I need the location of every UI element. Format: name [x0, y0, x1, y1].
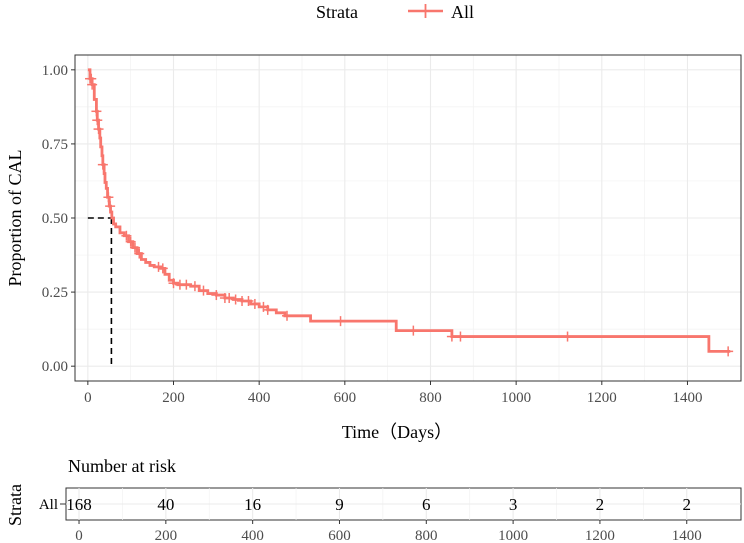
- y-tick-label: 0.25: [42, 285, 68, 301]
- censor-mark: [243, 295, 254, 306]
- censor-mark: [93, 124, 104, 135]
- censor-mark: [198, 285, 209, 296]
- x-axis-title: Time（Days）: [342, 422, 452, 442]
- censor-mark: [105, 201, 116, 212]
- censor-mark: [121, 230, 132, 241]
- censor-mark: [153, 261, 164, 272]
- risk-count: 16: [244, 495, 261, 514]
- censor-mark: [282, 310, 293, 321]
- risk-table-grid: [66, 488, 741, 520]
- censor-mark: [224, 293, 235, 304]
- y-tick-label: 0.50: [42, 211, 68, 227]
- censor-mark: [723, 346, 734, 357]
- risk-count: 2: [596, 495, 605, 514]
- risk-x-tick-label: 0: [75, 528, 83, 543]
- grid-major: [75, 55, 741, 381]
- censor-mark: [103, 192, 114, 203]
- risk-counts: 168 40 16 9 6 3 2 2: [66, 495, 691, 514]
- x-tick-label: 800: [419, 390, 442, 406]
- y-tick-label: 1.00: [42, 63, 68, 79]
- risk-x-tick-label: 400: [241, 528, 264, 543]
- x-tick-label: 1400: [672, 390, 702, 406]
- censor-mark: [181, 279, 192, 290]
- risk-x-tick-label: 1000: [498, 528, 528, 543]
- risk-table-x-axis: 0 200 400 600 800 1000 1200 1400: [75, 520, 702, 543]
- y-tick-label: 0.75: [42, 137, 68, 153]
- censor-mark: [455, 331, 466, 342]
- x-tick-label: 1000: [501, 390, 531, 406]
- censor-mark: [134, 248, 145, 259]
- risk-table: Number at risk 168 40 16 9 6 3 2 2 All 0 200 400 6…: [5, 456, 742, 543]
- risk-count: 9: [335, 495, 344, 514]
- risk-count: 6: [422, 495, 431, 514]
- censor-mark: [125, 236, 136, 247]
- censor-mark: [92, 115, 103, 126]
- censor-mark: [91, 106, 102, 117]
- risk-strata-axis-title: Strata: [5, 484, 25, 526]
- censor-mark: [189, 281, 200, 292]
- risk-x-tick-label: 200: [155, 528, 178, 543]
- survival-curve-all: [87, 68, 731, 353]
- censor-mark: [335, 316, 346, 327]
- plot-panel: [74, 54, 742, 382]
- x-tick-label: 400: [248, 390, 271, 406]
- censor-mark: [157, 263, 168, 274]
- censor-mark: [230, 294, 241, 305]
- risk-count: 2: [682, 495, 691, 514]
- censor-mark: [262, 304, 273, 315]
- legend-entry-all: All: [451, 2, 474, 22]
- x-tick-label: 200: [162, 390, 185, 406]
- y-tick-label: 0.00: [42, 359, 68, 375]
- legend: Strata All: [316, 2, 474, 22]
- risk-x-tick-label: 800: [415, 528, 438, 543]
- x-tick-label: 1200: [587, 390, 617, 406]
- x-axis: 0 200 400 600 800 1000 1200 1400: [84, 381, 702, 406]
- risk-count: 3: [509, 495, 518, 514]
- risk-x-tick-label: 600: [328, 528, 351, 543]
- censor-mark: [86, 73, 97, 84]
- censor-mark: [87, 79, 98, 90]
- censor-mark: [562, 331, 573, 342]
- x-tick-label: 600: [334, 390, 357, 406]
- censor-mark: [129, 242, 140, 253]
- y-axis: 0.00 0.25 0.50 0.75 1.00: [42, 63, 75, 375]
- risk-x-tick-label: 1200: [585, 528, 615, 543]
- risk-row-label: All: [39, 497, 58, 513]
- x-tick-label: 0: [84, 390, 92, 406]
- risk-x-tick-label: 1400: [672, 528, 702, 543]
- censor-mark: [211, 290, 222, 301]
- censor-marks: [84, 73, 734, 357]
- censor-mark: [408, 325, 419, 336]
- risk-table-title: Number at risk: [68, 456, 176, 476]
- median-reference-lines: [87, 217, 113, 367]
- censor-mark: [446, 331, 457, 342]
- risk-count: 40: [157, 495, 174, 514]
- censor-mark: [168, 278, 179, 289]
- legend-title: Strata: [316, 2, 358, 22]
- risk-count: 168: [66, 495, 92, 514]
- censor-mark: [249, 298, 260, 309]
- y-axis-title: Proportion of CAL: [5, 150, 25, 287]
- censor-mark: [97, 159, 108, 170]
